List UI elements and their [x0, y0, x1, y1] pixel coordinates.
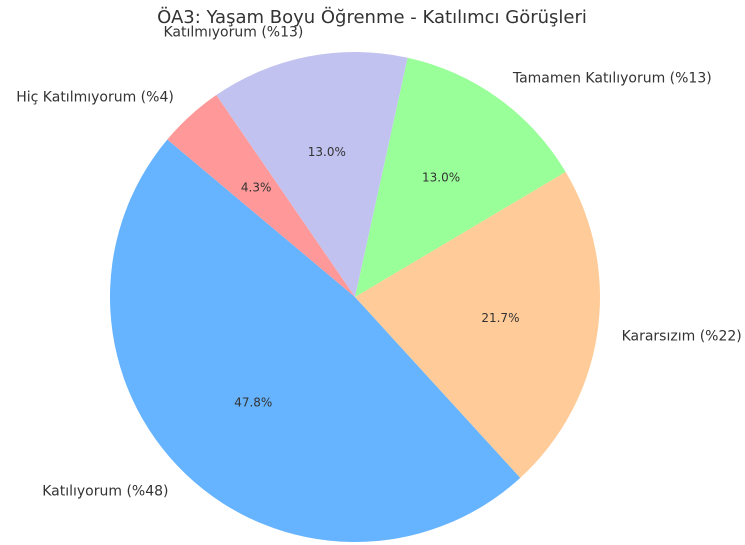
- value-label: 47.8%: [234, 396, 272, 410]
- pie-slice: [355, 171, 600, 478]
- slice-label: Kararsızım (%22): [622, 329, 742, 345]
- pie-slice: [216, 52, 408, 297]
- value-label: 13.0%: [422, 170, 460, 184]
- value-label: 13.0%: [308, 145, 346, 159]
- slice-label: Hiç Katılmıyorum (%4): [16, 89, 174, 105]
- slice-label: Katılıyorum (%48): [42, 484, 168, 500]
- pie-slice: [167, 95, 355, 297]
- chart-title: ÖA3: Yaşam Boyu Öğrenme - Katılımcı Görü…: [157, 6, 587, 28]
- pie-slice: [355, 57, 566, 297]
- value-label: 21.7%: [481, 311, 519, 325]
- pie-slice: [109, 139, 521, 542]
- value-label: 4.3%: [241, 181, 272, 195]
- slice-label: Katılmıyorum (%13): [163, 24, 303, 40]
- slice-label: Tamamen Katılıyorum (%13): [512, 71, 712, 87]
